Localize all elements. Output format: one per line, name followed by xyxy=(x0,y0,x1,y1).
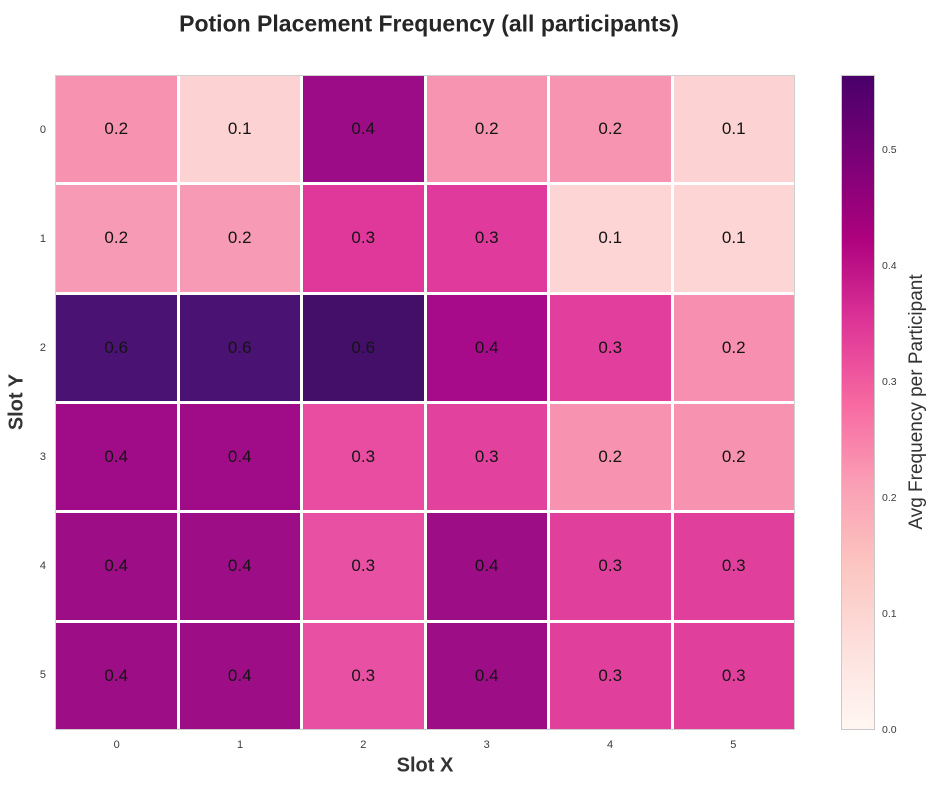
heatmap-cell: 0.3 xyxy=(426,404,547,511)
heatmap-cell: 0.2 xyxy=(426,76,547,183)
cell-value: 0.4 xyxy=(227,665,252,685)
colorbar-tick-label: 0.2 xyxy=(882,492,897,505)
x-tick-label: 0 xyxy=(113,739,120,751)
heatmap-cell: 0.3 xyxy=(673,622,794,729)
y-tick-label: 3 xyxy=(39,451,46,464)
x-tick-label: 4 xyxy=(606,739,614,751)
x-axis-label: Slot X xyxy=(396,754,454,777)
colorbar-tick-label: 0.0 xyxy=(882,724,897,736)
cell-value: 0.2 xyxy=(104,119,129,139)
cell-value: 0.4 xyxy=(474,556,499,576)
heatmap-cell: 0.4 xyxy=(426,513,547,620)
cell-value: 0.4 xyxy=(104,556,129,576)
cell-value: 0.1 xyxy=(598,228,623,248)
cell-value: 0.2 xyxy=(598,119,623,139)
heatmap-cell: 0.4 xyxy=(179,404,300,511)
heatmap-cell: 0.4 xyxy=(426,294,547,401)
cell-value: 0.3 xyxy=(474,228,499,248)
heatmap-cell: 0.4 xyxy=(179,622,300,729)
heatmap-cell: 0.6 xyxy=(56,294,177,401)
heatmap-cell: 0.2 xyxy=(550,76,671,183)
heatmap-cell: 0.3 xyxy=(550,513,671,620)
heatmap-cell: 0.4 xyxy=(56,513,177,620)
heatmap-cell: 0.2 xyxy=(673,404,794,511)
x-tick-label: 2 xyxy=(360,739,367,751)
cell-value: 0.2 xyxy=(721,337,746,357)
heatmap-cell: 0.2 xyxy=(550,404,671,511)
cell-value: 0.4 xyxy=(474,337,499,357)
y-tick-label: 0 xyxy=(39,123,46,136)
heatmap-cell: 0.4 xyxy=(56,622,177,729)
cell-value: 0.4 xyxy=(351,119,376,139)
cell-value: 0.2 xyxy=(104,228,129,248)
heatmap-cell: 0.6 xyxy=(179,294,300,401)
cell-value: 0.3 xyxy=(598,665,623,685)
heatmap-cell: 0.2 xyxy=(56,185,177,292)
heatmap-cell: 0.4 xyxy=(179,513,300,620)
heatmap-cell: 0.3 xyxy=(673,513,794,620)
heatmap-cell: 0.1 xyxy=(179,76,300,183)
x-tick-label: 1 xyxy=(236,739,244,751)
colorbar-tick-label: 0.4 xyxy=(882,260,897,273)
y-tick-label: 4 xyxy=(39,560,46,573)
cell-value: 0.3 xyxy=(721,556,746,576)
cell-value: 0.4 xyxy=(474,665,499,685)
colorbar-tick-label: 0.5 xyxy=(882,144,897,157)
x-tick-label: 3 xyxy=(483,739,490,751)
cell-value: 0.6 xyxy=(351,337,376,357)
heatmap-cell: 0.3 xyxy=(303,513,424,620)
heatmap-cell: 0.6 xyxy=(303,294,424,401)
heatmap-cell: 0.2 xyxy=(673,294,794,401)
heatmap-grid: 0.2 0.1 0.4 0.2 0.2 0.1 0.2 0.2 0.3 0.3 0.1 0.1 0.6 0… xyxy=(55,75,795,730)
chart-title: Potion Placement Frequency (all particip… xyxy=(179,10,679,37)
heatmap-cell: 0.3 xyxy=(303,622,424,729)
heatmap-cell: 0.3 xyxy=(550,622,671,729)
cell-value: 0.2 xyxy=(598,447,623,467)
cell-value: 0.1 xyxy=(721,228,746,248)
colorbar-tick-label: 0.3 xyxy=(882,376,897,389)
heatmap-cell: 0.1 xyxy=(550,185,671,292)
colorbar-gradient xyxy=(841,75,875,730)
cell-value: 0.2 xyxy=(721,447,746,467)
cell-value: 0.3 xyxy=(474,447,499,467)
y-tick-label: 1 xyxy=(39,232,46,245)
colorbar-label: Avg Frequency per Participant xyxy=(906,274,927,530)
heatmap-cell: 0.4 xyxy=(426,622,547,729)
y-tick-label: 2 xyxy=(39,341,46,354)
cell-value: 0.2 xyxy=(474,119,499,139)
cell-value: 0.3 xyxy=(351,556,376,576)
cell-value: 0.6 xyxy=(104,337,129,357)
heatmap-cell: 0.3 xyxy=(550,294,671,401)
cell-value: 0.2 xyxy=(227,228,252,248)
colorbar-tick-label: 0.1 xyxy=(882,608,897,621)
heatmap-cell: 0.2 xyxy=(179,185,300,292)
cell-value: 0.4 xyxy=(227,447,252,467)
heatmap-cell: 0.4 xyxy=(303,76,424,183)
cell-value: 0.4 xyxy=(227,556,252,576)
heatmap-cell: 0.1 xyxy=(673,76,794,183)
heatmap-cell: 0.3 xyxy=(303,404,424,511)
cell-value: 0.4 xyxy=(104,665,129,685)
x-tick-label: 5 xyxy=(730,739,737,751)
cell-value: 0.3 xyxy=(598,556,623,576)
heatmap-cell: 0.4 xyxy=(56,404,177,511)
y-axis-label: Slot Y xyxy=(5,373,28,431)
cell-value: 0.3 xyxy=(598,337,623,357)
heatmap-cell: 0.1 xyxy=(673,185,794,292)
cell-value: 0.3 xyxy=(351,447,376,467)
cell-value: 0.3 xyxy=(721,665,746,685)
cell-value: 0.6 xyxy=(227,337,252,357)
heatmap-cell: 0.3 xyxy=(303,185,424,292)
heatmap-cell: 0.2 xyxy=(56,76,177,183)
cell-value: 0.1 xyxy=(227,119,252,139)
heatmap-cell: 0.3 xyxy=(426,185,547,292)
y-tick-label: 5 xyxy=(39,669,46,682)
cell-value: 0.3 xyxy=(351,228,376,248)
cell-value: 0.3 xyxy=(351,665,376,685)
cell-value: 0.4 xyxy=(104,447,129,467)
cell-value: 0.1 xyxy=(721,119,746,139)
